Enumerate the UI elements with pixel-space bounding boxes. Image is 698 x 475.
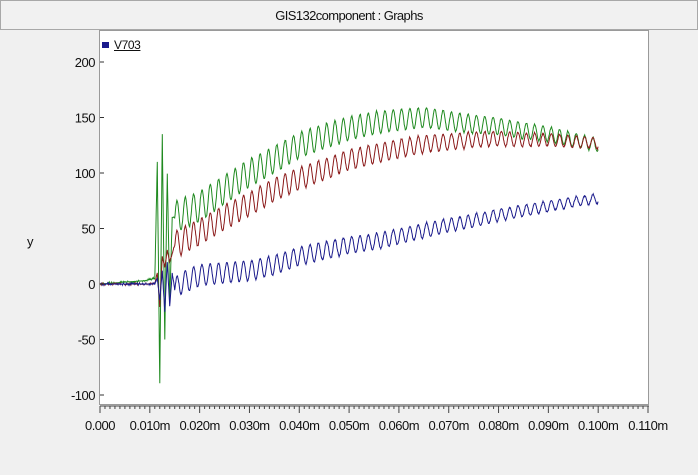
series-traces: [100, 108, 598, 383]
x-tick-label: 0.040m: [279, 418, 319, 433]
x-axis: 0.000 0.010m 0.020m 0.030m 0.040m 0.050m 0.060…: [85, 406, 668, 433]
y-tick-label: 50: [82, 222, 96, 237]
x-tick-label: 0.060m: [379, 418, 419, 433]
y-tick-label: 100: [75, 166, 95, 181]
x-tick-label: 0.100m: [578, 418, 618, 433]
x-tick-label: 0.020m: [179, 418, 219, 433]
y-tick-label: -100: [71, 388, 95, 403]
x-tick-label: 0.000: [85, 418, 115, 433]
series-line: [100, 131, 598, 307]
y-tick-label: -50: [78, 333, 96, 348]
y-tick-label: 150: [75, 111, 95, 126]
y-tick-label: 0: [88, 277, 95, 292]
y-axis-label: y: [27, 234, 34, 249]
y-axis: -100 -50 0 50 100 150 200: [71, 55, 104, 403]
x-tick-label: 0.070m: [429, 418, 469, 433]
y-tick-label: 200: [75, 55, 95, 70]
x-tick-label: 0.010m: [130, 418, 170, 433]
series-line: [100, 194, 598, 312]
x-tick-label: 0.080m: [478, 418, 518, 433]
x-tick-label: 0.090m: [528, 418, 568, 433]
x-tick-label: 0.110m: [628, 418, 667, 433]
x-tick-label: 0.050m: [329, 418, 369, 433]
x-tick-label: 0.030m: [229, 418, 269, 433]
